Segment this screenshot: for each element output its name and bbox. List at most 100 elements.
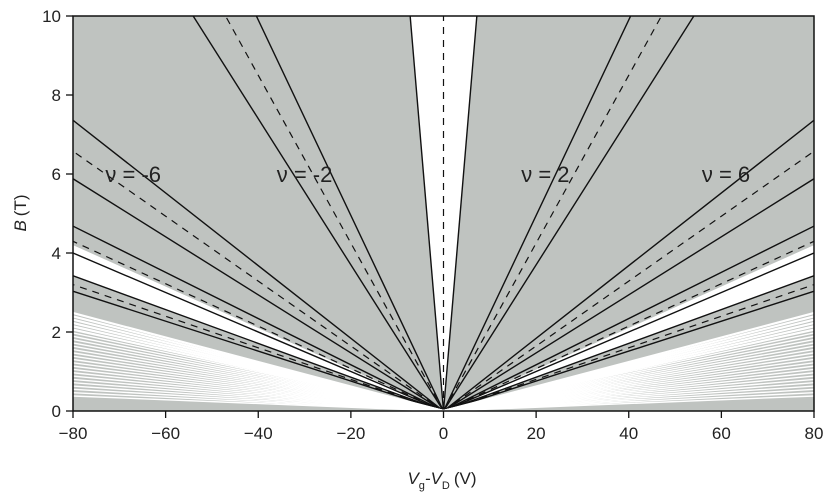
high-level-line — [73, 325, 444, 411]
level-line-nu-16-left-inner — [73, 275, 444, 411]
y-tick-label: 0 — [52, 402, 61, 421]
high-level-line — [443, 348, 814, 411]
high-level-line — [443, 382, 814, 411]
high-level-line — [73, 355, 444, 411]
region-label: ν = -2 — [277, 162, 333, 187]
level-line-nu-8-left-outer — [73, 177, 444, 411]
high-level-line — [443, 342, 814, 411]
level-line-nu-0-right — [442, 16, 478, 411]
y-axis: 0 2 4 6 8 10 — [42, 7, 73, 421]
y-axis-label: B(T) — [11, 194, 30, 231]
x-axis: −80 −60 −40 −20 0 20 40 60 80 — [59, 411, 824, 443]
high-level-line — [73, 365, 444, 411]
high-level-line — [73, 321, 444, 411]
level-line-nu-4-right-outer — [442, 16, 695, 411]
high-level-line — [73, 311, 444, 411]
high-level-line — [443, 321, 814, 411]
high-level-line — [443, 345, 814, 411]
high-level-line — [73, 345, 444, 411]
level-line-nu-0-left — [409, 16, 445, 411]
level-line-nu-4-left-outer — [192, 16, 445, 411]
level-line-nu-4-left-inner — [255, 16, 445, 411]
high-level-line — [73, 348, 444, 411]
high-level-line — [443, 328, 814, 411]
y-tick-label: 4 — [52, 244, 61, 263]
x-tick-label: −60 — [151, 424, 180, 443]
high-level-line — [73, 315, 444, 411]
high-level-line — [443, 352, 814, 411]
high-level-line — [443, 318, 814, 411]
high-level-line — [73, 335, 444, 411]
high-level-line — [73, 342, 444, 411]
level-line-nu-12-right-outer — [443, 252, 814, 411]
high-level-line — [443, 385, 814, 411]
high-level-line — [73, 372, 444, 411]
level-line-nu-12-left-center — [73, 240, 444, 411]
high-level-line — [73, 358, 444, 411]
region-label: ν = -6 — [105, 162, 161, 187]
y-tick-label: 2 — [52, 323, 61, 342]
level-line-nu-16-right-inner — [443, 275, 814, 411]
high-level-line — [73, 385, 444, 411]
x-tick-label: 40 — [619, 424, 638, 443]
high-level-line — [443, 355, 814, 411]
high-level-line — [443, 365, 814, 411]
x-axis-label: Vg-VD (V) — [407, 469, 476, 492]
high-level-line — [443, 358, 814, 411]
high-level-line — [73, 352, 444, 411]
high-level-line — [73, 395, 444, 411]
x-tick-label: −80 — [59, 424, 88, 443]
level-line-nu-16-left-outer — [73, 290, 444, 411]
high-level-line — [443, 391, 814, 411]
y-tick-label: 6 — [52, 165, 61, 184]
high-level-line — [73, 362, 444, 411]
level-line-nu-8-left-inner — [73, 119, 444, 411]
x-tick-label: −20 — [336, 424, 365, 443]
high-level-line — [443, 372, 814, 411]
x-tick-label: 0 — [439, 424, 448, 443]
level-line-nu-8-right-center — [443, 150, 814, 411]
level-lines — [73, 16, 814, 411]
gap-region-nu-16-left — [73, 245, 444, 411]
high-level-line — [443, 311, 814, 411]
x-tick-label: 80 — [805, 424, 824, 443]
high-level-line — [443, 332, 814, 411]
x-tick-label: 20 — [527, 424, 546, 443]
y-tick-label: 10 — [42, 7, 61, 26]
filling-factor-labels: ν = -6 ν = -2 ν = 2 ν = 6 — [105, 162, 750, 187]
gap-region-nu-16-right — [443, 245, 814, 411]
x-tick-label: −40 — [244, 424, 273, 443]
high-level-line — [73, 388, 444, 411]
high-level-line — [443, 315, 814, 411]
level-line-nu-12-left-outer — [73, 252, 444, 411]
high-level-line — [443, 395, 814, 411]
high-level-line — [73, 382, 444, 411]
high-level-line — [73, 338, 444, 411]
high-level-line — [443, 388, 814, 411]
high-level-line — [73, 375, 444, 411]
y-tick-label: 8 — [52, 86, 61, 105]
high-level-line — [73, 318, 444, 411]
level-line-nu-8-right-inner — [443, 119, 814, 411]
high-level-line — [443, 375, 814, 411]
x-tick-label: 60 — [712, 424, 731, 443]
level-line-nu-8-left-center — [73, 150, 444, 411]
level-line-nu-8-right-outer — [443, 177, 814, 411]
high-level-line — [73, 391, 444, 411]
level-line-nu-12-left-inner — [73, 225, 444, 411]
level-line-nu-12-right-inner — [443, 225, 814, 411]
high-level-line — [443, 338, 814, 411]
high-level-line — [443, 362, 814, 411]
level-line-nu-4-right-inner — [442, 16, 632, 411]
region-label: ν = 6 — [702, 162, 750, 187]
high-level-line — [73, 332, 444, 411]
high-level-line — [73, 328, 444, 411]
high-level-line — [443, 325, 814, 411]
high-level-line — [443, 378, 814, 411]
region-label: ν = 2 — [521, 162, 569, 187]
high-level-line — [73, 368, 444, 411]
level-line-nu-12-right-center — [443, 240, 814, 411]
level-line-nu-16-right-outer — [443, 290, 814, 411]
high-level-line — [443, 335, 814, 411]
